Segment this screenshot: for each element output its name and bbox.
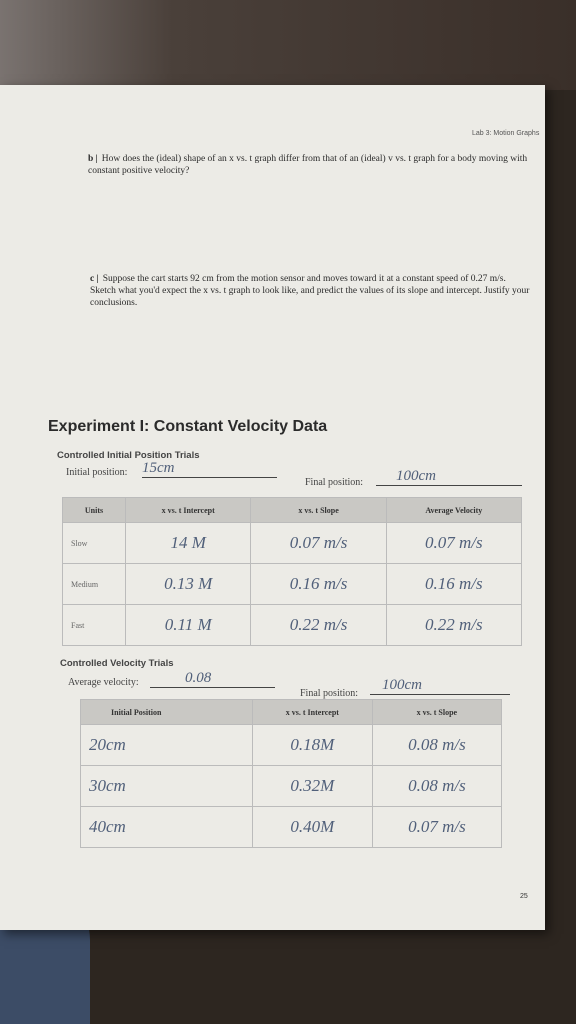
column-header: Units [62, 497, 126, 523]
page-number: 25 [520, 893, 528, 900]
field-label: Final position: [300, 688, 359, 699]
data-table: Units x vs. t Intercept x vs. t Slope Av… [62, 497, 523, 646]
field-label: Initial position: [66, 467, 128, 478]
column-header: x vs. t Intercept [124, 497, 252, 523]
column-header: x vs. t Intercept [252, 699, 373, 725]
question-label: b | [88, 154, 98, 164]
cell: 0.18M [252, 724, 373, 766]
cell: 0.08 m/s [371, 724, 503, 766]
cell: 0.13 M [124, 563, 252, 605]
question-text: How does the (ideal) shape of an x vs. t… [88, 154, 528, 176]
field-value: 100cm [376, 468, 522, 486]
cell: 0.32M [252, 765, 373, 807]
column-header: Initial Position [80, 699, 253, 725]
column-header: x vs. t Slope [250, 497, 387, 523]
cell: 0.16 m/s [385, 563, 523, 605]
question: b | How does the (ideal) shape of an x vs… [88, 153, 528, 177]
table-row: 30cm 0.32M 0.08 m/s [80, 765, 503, 807]
table-title: Controlled Initial Position Trials [57, 450, 200, 461]
cell: 0.08 m/s [371, 765, 503, 807]
data-table: Initial Position x vs. t Intercept x vs.… [80, 699, 503, 848]
question-text: Suppose the cart starts 92 cm from the m… [90, 274, 530, 308]
cell: 0.07 m/s [385, 522, 523, 564]
cell: 0.07 m/s [371, 806, 503, 848]
field-label: Average velocity: [68, 677, 139, 688]
worksheet: Lab 3: Motion Graphs b | How does the (id… [0, 85, 545, 930]
table-title: Controlled Velocity Trials [60, 658, 174, 669]
cell: 0.16 m/s [250, 563, 387, 605]
cell: 0.07 m/s [250, 522, 387, 564]
cell: 0.22 m/s [250, 604, 387, 646]
cell: Medium [62, 563, 126, 605]
question-label: c | [90, 274, 99, 284]
field-value: 15cm [142, 460, 277, 478]
cell: 14 M [124, 522, 252, 564]
field-value: 0.08 [150, 670, 275, 688]
table-row: 40cm 0.40M 0.07 m/s [80, 806, 503, 848]
cell: 40cm [80, 806, 253, 848]
column-header: x vs. t Slope [371, 699, 503, 725]
header-row: Initial Position x vs. t Intercept x vs.… [80, 699, 503, 725]
cell: 0.40M [252, 806, 373, 848]
cell: 30cm [80, 765, 253, 807]
table-row: Slow 14 M 0.07 m/s 0.07 m/s [62, 522, 523, 564]
background [0, 0, 576, 90]
table-row: 20cm 0.18M 0.08 m/s [80, 724, 503, 766]
cell: Slow [62, 522, 126, 564]
cell: 0.22 m/s [385, 604, 523, 646]
question: c | Suppose the cart starts 92 cm from th… [90, 273, 530, 309]
cell: Fast [62, 604, 126, 646]
cell: 0.11 M [124, 604, 252, 646]
cell: 20cm [80, 724, 253, 766]
section-title: Experiment I: Constant Velocity Data [48, 418, 328, 435]
column-header: Average Velocity [385, 497, 523, 523]
field-value: 100cm [370, 677, 510, 695]
table-row: Medium 0.13 M 0.16 m/s 0.16 m/s [62, 563, 523, 605]
table-row: Fast 0.11 M 0.22 m/s 0.22 m/s [62, 604, 523, 646]
header-row: Units x vs. t Intercept x vs. t Slope Av… [62, 497, 523, 523]
field-label: Final position: [305, 477, 364, 488]
running-header: Lab 3: Motion Graphs [472, 130, 540, 137]
